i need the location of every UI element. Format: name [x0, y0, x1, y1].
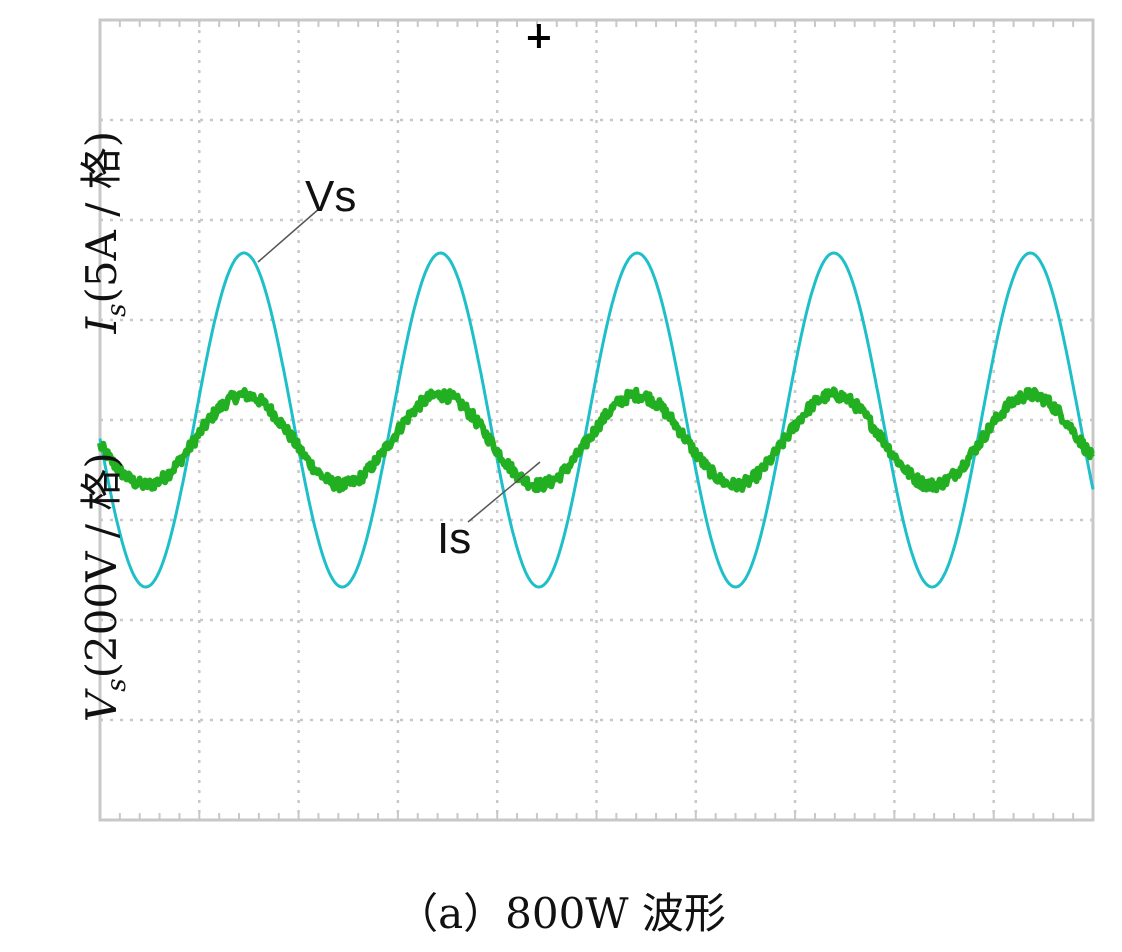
waveform-traces: [97, 251, 1095, 589]
figure-caption: （a）800W 波形: [396, 889, 726, 938]
series-vs-trace: [98, 251, 1095, 589]
voltage-axis-label: Vs(200V / 格): [76, 452, 133, 723]
series-is-trace: [97, 386, 1095, 494]
vs-leader-line: [257, 207, 321, 263]
trigger-marker: [527, 24, 550, 48]
callout-leaders: [257, 207, 541, 523]
vs-callout-label: Vs: [305, 172, 357, 221]
current-axis-label: Is(5A / 格): [76, 130, 133, 334]
is-leader-line: [467, 461, 541, 523]
is-callout-label: Is: [437, 514, 472, 563]
